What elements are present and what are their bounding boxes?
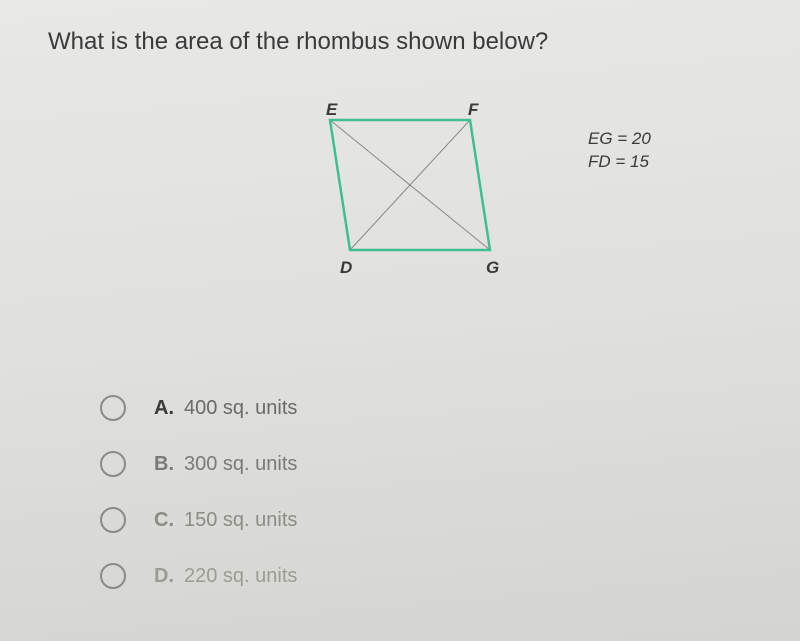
option-b[interactable]: B. 300 sq. units <box>100 451 297 477</box>
option-text: 400 sq. units <box>184 397 297 420</box>
option-a[interactable]: A. 400 sq. units <box>100 395 297 421</box>
option-c[interactable]: C. 150 sq. units <box>100 507 297 533</box>
given-values: EG = 20 FD = 15 <box>588 128 651 174</box>
radio-icon[interactable] <box>100 563 126 589</box>
vertex-label-g: G <box>486 258 499 278</box>
answer-options: A. 400 sq. units B. 300 sq. units C. 150… <box>100 395 297 619</box>
option-text: 220 sq. units <box>184 565 297 588</box>
option-letter: B. <box>154 453 174 476</box>
vertex-label-e: E <box>326 100 337 120</box>
rhombus-diagram: E F G D <box>310 100 570 290</box>
option-d[interactable]: D. 220 sq. units <box>100 563 297 589</box>
vertex-label-f: F <box>468 100 478 120</box>
option-text: 300 sq. units <box>184 453 297 476</box>
given-line-2: FD = 15 <box>588 151 651 174</box>
question-text: What is the area of the rhombus shown be… <box>48 28 548 56</box>
radio-icon[interactable] <box>100 395 126 421</box>
option-text: 150 sq. units <box>184 509 297 532</box>
option-letter: A. <box>154 397 174 420</box>
vertex-label-d: D <box>340 258 352 278</box>
option-letter: D. <box>154 565 174 588</box>
radio-icon[interactable] <box>100 507 126 533</box>
radio-icon[interactable] <box>100 451 126 477</box>
given-line-1: EG = 20 <box>588 128 651 151</box>
option-letter: C. <box>154 509 174 532</box>
